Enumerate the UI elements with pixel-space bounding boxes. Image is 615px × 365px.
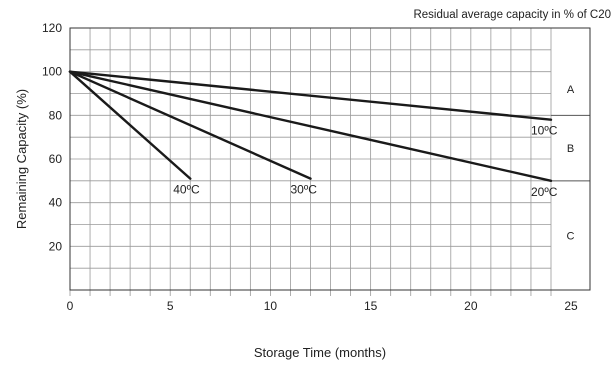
zone-label: C [567, 230, 575, 242]
series-label: 30ºC [291, 183, 318, 197]
zone-labels: A B C [567, 84, 575, 242]
series-line-2 [68, 70, 312, 180]
y-tick-label: 80 [49, 108, 63, 122]
y-tick-label: 20 [49, 239, 63, 253]
x-tick-label: 5 [167, 299, 174, 313]
series-label: 40ºC [173, 183, 200, 197]
y-tick-label: 100 [42, 65, 62, 79]
x-tick-label: 25 [564, 299, 578, 313]
series-line-0 [68, 70, 553, 121]
series-line-1 [68, 70, 553, 183]
zone-dividers [551, 114, 590, 182]
series-group [68, 70, 553, 183]
x-tick-label: 10 [264, 299, 278, 313]
y-tick-label: 60 [49, 152, 63, 166]
y-tick-label: 40 [49, 196, 63, 210]
chart-title: Residual average capacity in % of C20 [413, 9, 611, 21]
x-tick-label: 20 [464, 299, 478, 313]
zone-label: A [567, 84, 575, 96]
y-axis-title: Remaining Capacity (%) [14, 89, 29, 229]
x-tick-label: 0 [67, 299, 74, 313]
plot-frame [69, 27, 591, 291]
series-labels: 10ºC 20ºC 30ºC 40ºC [173, 124, 557, 199]
grid [69, 28, 552, 296]
series-label: 10ºC [531, 124, 558, 138]
x-tick-label: 15 [364, 299, 378, 313]
series-line-3 [68, 70, 192, 180]
zone-label: B [567, 143, 574, 155]
tick-labels: 0 5 10 15 20 25 20 40 60 80 100 120 [42, 21, 578, 313]
series-label: 20ºC [531, 185, 558, 199]
x-axis-title: Storage Time (months) [254, 345, 386, 360]
y-tick-label: 120 [42, 21, 62, 35]
